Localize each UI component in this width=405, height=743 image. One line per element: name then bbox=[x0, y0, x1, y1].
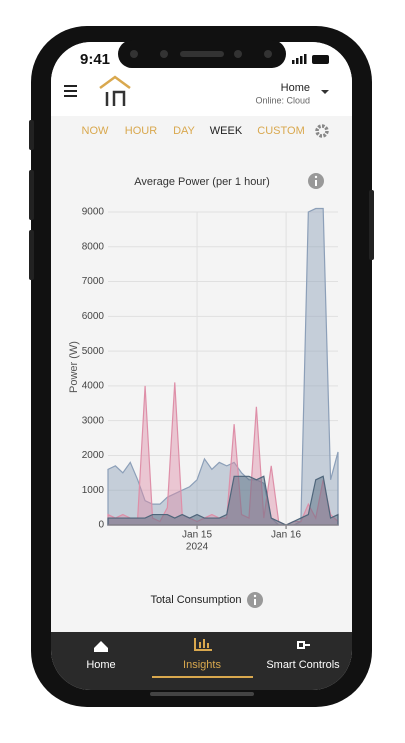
y-tick-label: 5000 bbox=[82, 346, 105, 357]
sensor bbox=[160, 50, 168, 58]
y-tick-label: 7000 bbox=[82, 276, 105, 287]
x-tick-label: Jan 16 bbox=[271, 530, 301, 541]
y-tick-label: 0 bbox=[98, 520, 104, 531]
nav-item[interactable]: Home bbox=[86, 659, 115, 671]
y-tick-label: 4000 bbox=[82, 381, 105, 392]
y-tick-label: 2000 bbox=[82, 450, 105, 461]
active-indicator bbox=[152, 676, 253, 678]
settings-button[interactable] bbox=[315, 124, 329, 138]
x-year-label: 2024 bbox=[186, 542, 209, 553]
location-dropdown[interactable] bbox=[321, 90, 329, 94]
sensor bbox=[234, 50, 242, 58]
logo bbox=[99, 75, 131, 106]
section-title: Total Consumption bbox=[150, 594, 241, 606]
location-name[interactable]: Home bbox=[281, 82, 310, 94]
nav-item[interactable]: Insights bbox=[183, 659, 221, 671]
side-button bbox=[369, 190, 374, 260]
area-series bbox=[107, 207, 339, 526]
info-button[interactable] bbox=[308, 173, 324, 189]
home-indicator bbox=[150, 692, 254, 696]
insights-icon[interactable] bbox=[194, 638, 212, 651]
y-axis-label: Power (W) bbox=[68, 341, 80, 393]
sensor bbox=[264, 50, 272, 58]
side-button bbox=[29, 170, 34, 220]
smart-controls-icon[interactable] bbox=[297, 641, 310, 649]
info-button[interactable] bbox=[247, 592, 263, 608]
menu-button[interactable] bbox=[64, 85, 77, 97]
range-tab[interactable]: DAY bbox=[173, 125, 195, 137]
signal-icon bbox=[292, 54, 307, 64]
connection-status: Online: Cloud bbox=[255, 95, 310, 105]
y-tick-label: 6000 bbox=[82, 311, 105, 322]
y-tick-label: 1000 bbox=[82, 485, 105, 496]
range-tab[interactable]: NOW bbox=[82, 125, 110, 137]
home-icon[interactable] bbox=[94, 641, 108, 652]
side-button bbox=[29, 230, 34, 280]
battery-icon bbox=[312, 55, 329, 64]
speaker bbox=[180, 51, 224, 57]
range-tab[interactable]: WEEK bbox=[210, 125, 243, 137]
range-tab[interactable]: HOUR bbox=[125, 125, 157, 137]
area-series bbox=[107, 382, 339, 526]
screen bbox=[51, 42, 352, 690]
area-series bbox=[107, 475, 339, 526]
y-tick-label: 3000 bbox=[82, 415, 105, 426]
range-tab[interactable]: CUSTOM bbox=[257, 125, 304, 137]
chart-title: Average Power (per 1 hour) bbox=[134, 176, 270, 188]
clock: 9:41 bbox=[80, 51, 110, 68]
y-tick-label: 8000 bbox=[82, 241, 105, 252]
side-button bbox=[29, 120, 34, 150]
camera bbox=[130, 50, 138, 58]
y-tick-label: 9000 bbox=[82, 207, 105, 218]
nav-item[interactable]: Smart Controls bbox=[266, 659, 340, 671]
x-tick-label: Jan 15 bbox=[182, 530, 212, 541]
